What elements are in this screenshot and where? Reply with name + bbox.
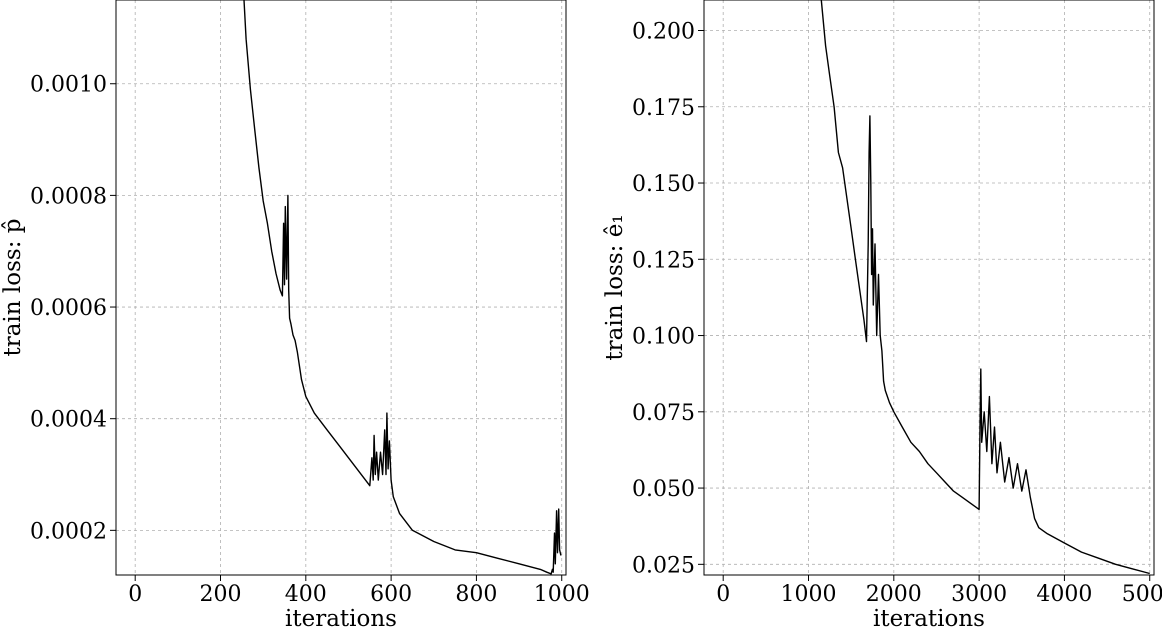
x-tick-label: 3000 [951,582,1007,607]
y-tick-label: 0.150 [632,172,695,197]
y-tick-label: 0.0002 [30,519,107,544]
y-tick-label: 0.0004 [30,408,107,433]
x-tick-label: 0 [716,582,730,607]
x-tick-label: 1000 [534,582,590,607]
y-axis-label: train loss: p̂ [0,218,26,356]
y-tick-label: 0.0008 [30,184,107,209]
y-tick-label: 0.050 [632,477,695,502]
series-line [243,0,562,575]
x-tick-label: 800 [455,582,497,607]
plot-frame [115,0,567,576]
y-tick-label: 0.200 [632,20,695,45]
y-tick-label: 0.0006 [30,296,107,321]
y-tick-label: 0.025 [632,553,695,578]
x-tick-label: 1000 [781,582,837,607]
y-tick-label: 0.175 [632,96,695,121]
plot-frame [703,0,1155,576]
y-tick-label: 0.125 [632,248,695,273]
x-tick-label: 2000 [866,582,922,607]
y-tick-label: 0.0010 [30,73,107,98]
x-tick-label: 4000 [1036,582,1092,607]
y-tick-label: 0.100 [632,325,695,350]
left-chart: 0 200 400 600 800 1000 0.0002 0.0004 0.0006 0.000… [0,0,590,632]
x-tick-label: 200 [200,582,242,607]
x-axis-label: iterations [285,606,397,632]
x-tick-label: 0 [128,582,142,607]
x-tick-label: 600 [370,582,412,607]
y-axis-label: train loss: ê₁ [602,214,628,360]
x-axis-label: iterations [873,606,985,632]
y-tick-label: 0.075 [632,401,695,426]
series-line [820,0,1150,575]
x-tick-label: 400 [285,582,327,607]
